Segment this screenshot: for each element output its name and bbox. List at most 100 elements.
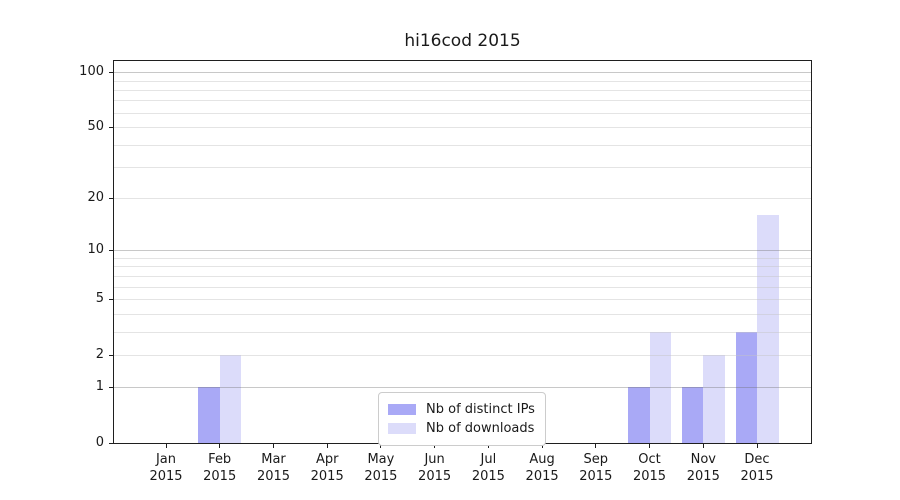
- plot-area: Nb of distinct IPs Nb of downloads 0 1 2 5 1…: [79, 60, 812, 484]
- y-tick-label-1: 1: [95, 379, 104, 395]
- x-tick-label-may: May 2015: [351, 451, 411, 485]
- y-tick-label-50: 50: [87, 119, 104, 134]
- bar-downloads-dec: [757, 215, 779, 443]
- bar-distinct-ips-nov: [681, 387, 704, 443]
- y-tick-label-10: 10: [87, 242, 104, 258]
- gridline-y-2: [114, 354, 811, 356]
- x-tick-year-jun: 2015: [418, 469, 452, 484]
- gridline-y-1: [114, 387, 811, 389]
- x-tick-feb: [219, 444, 221, 448]
- x-tick-label-jun: Jun 2015: [405, 451, 465, 485]
- gridline-y-10: [114, 250, 811, 252]
- bar-downloads-nov: [703, 354, 725, 443]
- bar-downloads-feb: [219, 354, 242, 443]
- x-tick-label-sep: Sep 2015: [566, 451, 626, 485]
- x-tick-dec: [756, 444, 758, 448]
- x-tick-year-dec: 2015: [740, 469, 774, 484]
- x-tick-month-dec: Dec: [744, 452, 770, 467]
- x-tick-apr: [326, 444, 328, 448]
- y-tick-0: [109, 443, 113, 444]
- chart-title: hi16cod 2015: [404, 31, 521, 51]
- gridline-y-3: [114, 331, 811, 333]
- x-tick-year-nov: 2015: [686, 469, 720, 484]
- y-tick-1: [109, 387, 113, 389]
- x-tick-label-jan: Jan 2015: [136, 451, 196, 485]
- gridline-y-4: [114, 313, 811, 315]
- x-tick-year-jul: 2015: [471, 469, 505, 484]
- y-tick-5: [109, 299, 113, 300]
- y-tick-label-20: 20: [87, 190, 104, 206]
- x-tick-label-feb: Feb 2015: [190, 451, 250, 485]
- y-tick-50: [109, 127, 113, 128]
- gridline-y-5: [114, 299, 811, 300]
- y-tick-20: [109, 198, 113, 200]
- x-tick-year-apr: 2015: [310, 469, 344, 484]
- x-tick-oct: [649, 444, 650, 448]
- y-tick-label-5: 5: [95, 291, 104, 306]
- y-tick-label-100: 100: [79, 64, 104, 80]
- x-tick-label-dec: Dec 2015: [727, 451, 787, 485]
- x-tick-sep: [595, 444, 597, 448]
- x-tick-label-mar: Mar 2015: [244, 451, 304, 485]
- legend-label-distinct-ips: Nb of distinct IPs: [426, 402, 535, 417]
- x-tick-year-oct: 2015: [632, 469, 667, 484]
- x-tick-month-aug: Aug: [529, 452, 555, 467]
- legend-label-downloads: Nb of downloads: [426, 421, 535, 436]
- bar-distinct-ips-feb: [198, 387, 220, 443]
- gridline-y-80: [114, 89, 811, 91]
- y-tick-10: [109, 250, 113, 252]
- legend-swatch-distinct-ips: [388, 404, 416, 415]
- gridline-y-100: [114, 72, 811, 74]
- x-tick-year-feb: 2015: [203, 469, 237, 484]
- x-tick-year-jan: 2015: [149, 469, 183, 484]
- legend: Nb of distinct IPs Nb of downloads: [378, 392, 546, 446]
- legend-item-downloads: Nb of downloads: [388, 420, 536, 437]
- x-tick-mar: [273, 444, 274, 448]
- legend-item-distinct-ips: Nb of distinct IPs: [388, 401, 536, 418]
- x-tick-jun: [434, 444, 436, 448]
- x-tick-label-jul: Jul 2015: [458, 451, 518, 485]
- gridline-y-9: [114, 258, 811, 259]
- gridline-y-8: [114, 266, 811, 268]
- bar-distinct-ips-dec: [735, 331, 757, 443]
- bar-downloads-oct: [649, 331, 672, 443]
- gridline-y-90: [114, 80, 811, 82]
- gridline-y-30: [114, 167, 811, 168]
- x-tick-month-jun: Jun: [424, 452, 445, 467]
- x-tick-aug: [541, 444, 543, 448]
- x-tick-year-aug: 2015: [525, 469, 559, 484]
- x-tick-nov: [702, 444, 704, 448]
- x-tick-jan: [165, 444, 167, 448]
- x-tick-month-apr: Apr: [315, 452, 339, 467]
- x-tick-label-aug: Aug 2015: [512, 451, 572, 485]
- bar-distinct-ips-oct: [628, 387, 650, 443]
- gridline-y-70: [114, 100, 811, 102]
- x-tick-may: [380, 444, 382, 448]
- y-tick-2: [109, 354, 113, 356]
- x-tick-jul: [487, 444, 489, 448]
- y-tick-label-2: 2: [95, 346, 104, 362]
- x-tick-month-nov: Nov: [690, 452, 716, 467]
- x-tick-label-oct: Oct 2015: [620, 451, 680, 485]
- legend-swatch-downloads: [388, 423, 416, 434]
- gridline-y-20: [114, 198, 811, 200]
- gridline-y-50: [114, 127, 811, 128]
- x-tick-month-sep: Sep: [583, 452, 609, 467]
- x-tick-label-apr: Apr 2015: [297, 451, 357, 485]
- x-tick-year-sep: 2015: [579, 469, 613, 484]
- x-tick-label-nov: Nov 2015: [673, 451, 733, 485]
- x-tick-month-jul: Jul: [480, 452, 497, 467]
- x-tick-year-may: 2015: [364, 469, 398, 484]
- gridline-y-6: [114, 286, 811, 288]
- x-tick-month-feb: Feb: [208, 452, 232, 467]
- gridline-y-7: [114, 275, 811, 277]
- x-tick-month-may: May: [367, 452, 395, 467]
- gridline-y-60: [114, 112, 811, 114]
- x-tick-month-jan: Jan: [155, 452, 177, 467]
- x-tick-month-mar: Mar: [261, 452, 286, 467]
- gridline-y-40: [114, 144, 811, 146]
- x-tick-year-mar: 2015: [256, 469, 291, 484]
- x-tick-month-oct: Oct: [638, 452, 661, 467]
- y-tick-label-0: 0: [95, 435, 104, 450]
